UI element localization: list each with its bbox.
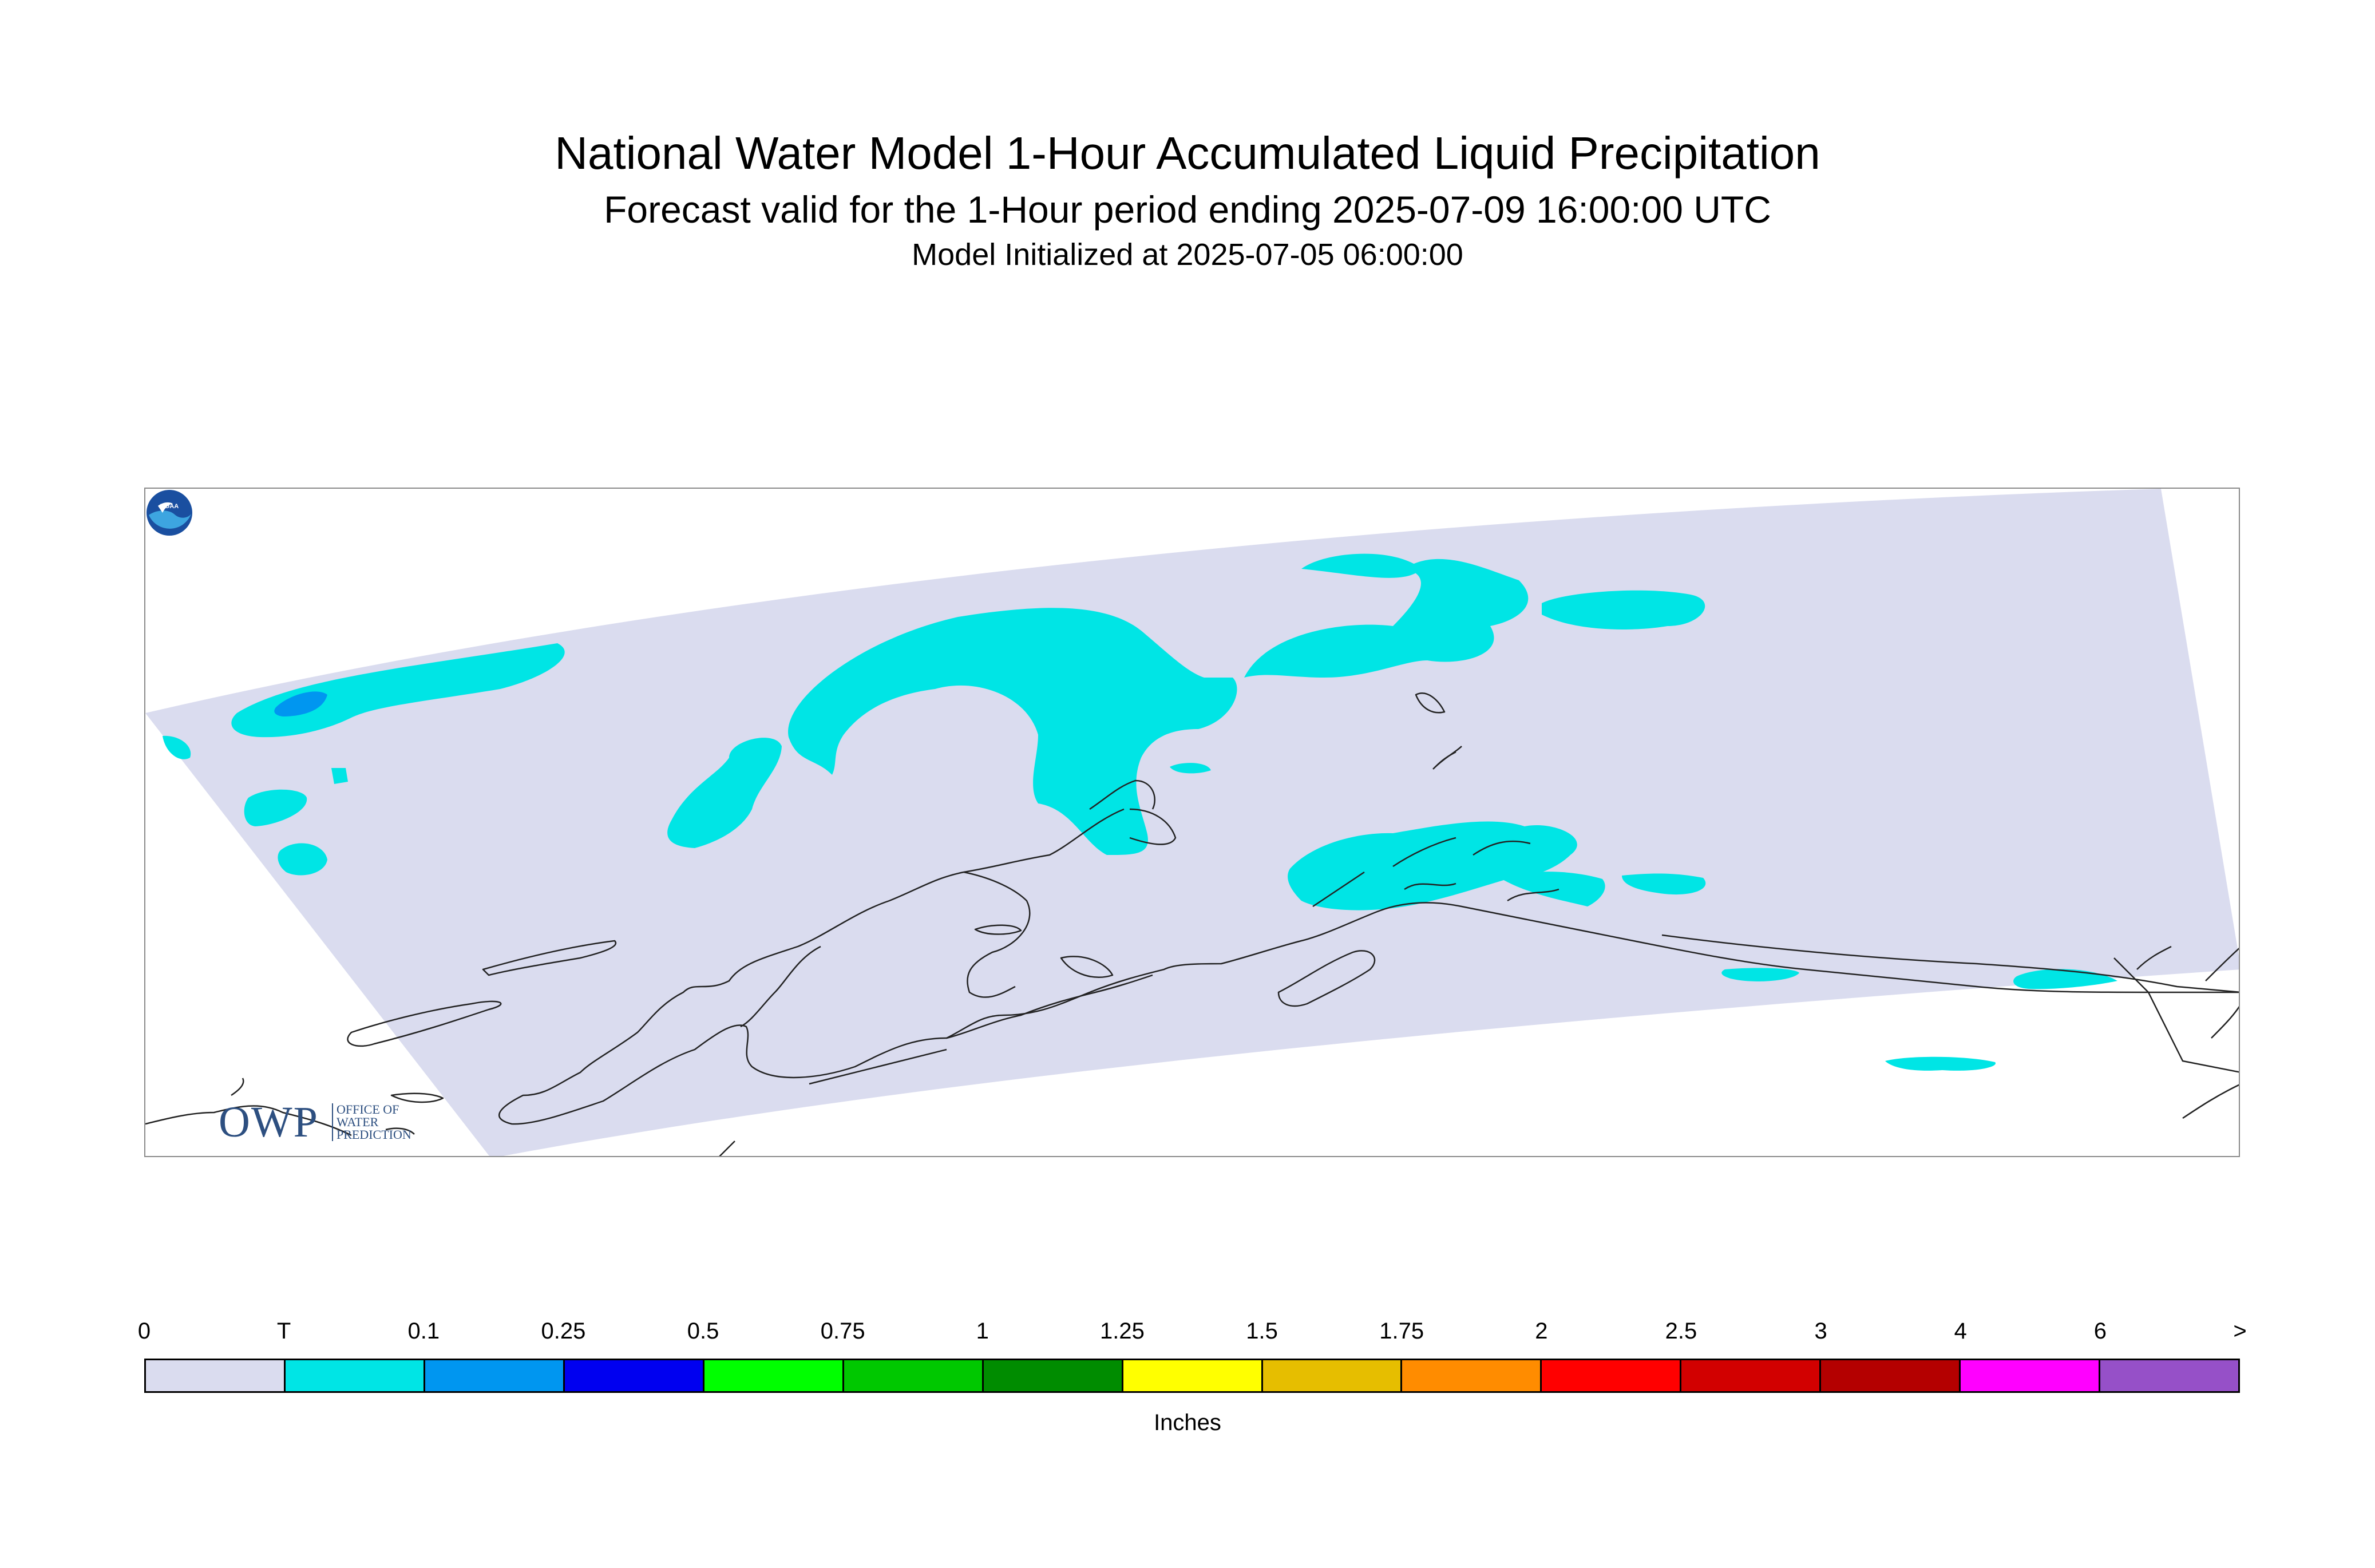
coastline-aleutians	[809, 1048, 947, 1085]
legend-swatch	[425, 1360, 565, 1391]
legend-swatch	[1262, 1360, 1403, 1391]
legend-swatch	[2100, 1360, 2239, 1391]
precip-area-southeast-2	[1885, 1056, 1996, 1071]
legend-swatch	[564, 1360, 704, 1391]
coastline-lake-2	[1060, 956, 1114, 978]
legend-tick-label: >	[2233, 1318, 2247, 1344]
us-canada-border	[1661, 934, 2239, 1073]
precip-area-southeast-3	[1721, 968, 1799, 981]
precip-area-light-blue	[274, 691, 327, 716]
legend-swatch	[1542, 1360, 1682, 1391]
coastline-island-west	[482, 940, 617, 976]
precip-area-small-west	[244, 789, 307, 826]
legend-swatch	[983, 1360, 1123, 1391]
legend-tick-label: T	[276, 1318, 291, 1344]
svg-text:NOAA: NOAA	[160, 503, 179, 510]
coastline-small-island-1	[1415, 692, 1446, 714]
precip-area-north-central	[788, 608, 1237, 855]
owp-logo-line-3: PREDICTION	[337, 1127, 411, 1142]
legend-swatch	[1681, 1360, 1822, 1391]
map-title: National Water Model 1-Hour Accumulated …	[555, 128, 1820, 179]
coastline-east-tip	[2136, 945, 2239, 1039]
legend-tick-label: 1.25	[1099, 1318, 1145, 1344]
color-legend	[144, 1359, 2240, 1393]
precip-trace-areas	[163, 553, 2117, 1071]
noaa-logo: NOAA	[147, 490, 192, 536]
legend-swatch	[844, 1360, 984, 1391]
precip-area-east-lobe	[1244, 559, 1529, 678]
legend-swatch	[285, 1360, 425, 1391]
precip-area-northwest-band	[231, 643, 565, 738]
legend-tick-label: 0.5	[687, 1318, 719, 1344]
legend-tick-label: 0	[137, 1318, 151, 1344]
owp-logo-line-1: OFFICE OF	[337, 1102, 399, 1116]
precip-area-small-center	[1170, 763, 1211, 774]
owp-logo-text: OFFICE OF WATER PREDICTION	[332, 1103, 411, 1141]
map-canvas	[145, 489, 2239, 1156]
model-init-time: Model Initialized at 2025-07-05 06:00:00	[912, 237, 1463, 272]
precip-area-west-central	[667, 738, 782, 848]
legend-tick-label: 1	[976, 1318, 989, 1344]
coastline-bottom-fragment	[719, 1141, 735, 1156]
coastline-alaska-peninsula	[946, 974, 1153, 1039]
coastline-canada-bottom	[2182, 1084, 2239, 1119]
legend-swatch	[146, 1360, 286, 1391]
legend-tick-label: 0.25	[541, 1318, 586, 1344]
precip-area-gulf-coast	[1288, 821, 1577, 910]
precip-map[interactable]: OWP OFFICE OF WATER PREDICTION NOAA	[144, 488, 2240, 1157]
legend-tick-label: 4	[1954, 1318, 1967, 1344]
precip-area-north-blob	[1301, 553, 1422, 578]
legend-tick-label: 6	[2093, 1318, 2107, 1344]
legend-tick-label: 2	[1535, 1318, 1548, 1344]
precip-area-southwest	[278, 843, 327, 876]
precip-area-speck	[331, 768, 348, 784]
coastline-bay	[963, 871, 1031, 998]
coastline-southwest-isles	[385, 1092, 444, 1135]
legend-tick-label: 1.5	[1246, 1318, 1278, 1344]
coastlines	[145, 692, 2239, 1156]
coastline-small-island-2	[1432, 746, 1462, 770]
legend-swatch	[1123, 1360, 1263, 1391]
model-domain	[145, 489, 2239, 1156]
precip-area-northeast	[1542, 590, 1705, 629]
legend-tick-label: 2.5	[1665, 1318, 1697, 1344]
precip-area-southeast-1	[1622, 873, 1706, 895]
coastline-north-inlet	[1089, 779, 1155, 810]
coastline-gulf-islands	[1312, 837, 1559, 908]
legend-tick-label: 1.75	[1379, 1318, 1424, 1344]
coastline-mainland	[498, 808, 2239, 1125]
owp-logo-letters: OWP	[219, 1098, 319, 1146]
precip-area-west-edge	[163, 735, 191, 759]
legend-tick-label: 3	[1814, 1318, 1827, 1344]
owp-logo-line-2: WATER	[337, 1115, 379, 1129]
legend-tick-label: 0.1	[407, 1318, 440, 1344]
legend-swatch	[1402, 1360, 1542, 1391]
legend-swatch	[1821, 1360, 1961, 1391]
map-subtitle: Forecast valid for the 1-Hour period end…	[604, 188, 1771, 231]
coastline-sound	[1129, 808, 1177, 845]
coastline-peninsula	[740, 945, 821, 1028]
coastline-lake-1	[974, 924, 1022, 935]
legend-tick-label: 0.75	[820, 1318, 865, 1344]
precip-area-panhandle	[1502, 872, 1605, 906]
coastline-kodiak	[1277, 950, 1376, 1007]
coastline-island-south	[347, 1000, 502, 1047]
legend-swatch	[704, 1360, 844, 1391]
coastline-kamchatka	[145, 1078, 352, 1137]
legend-units: Inches	[1154, 1410, 1221, 1435]
legend-swatch	[1961, 1360, 2101, 1391]
